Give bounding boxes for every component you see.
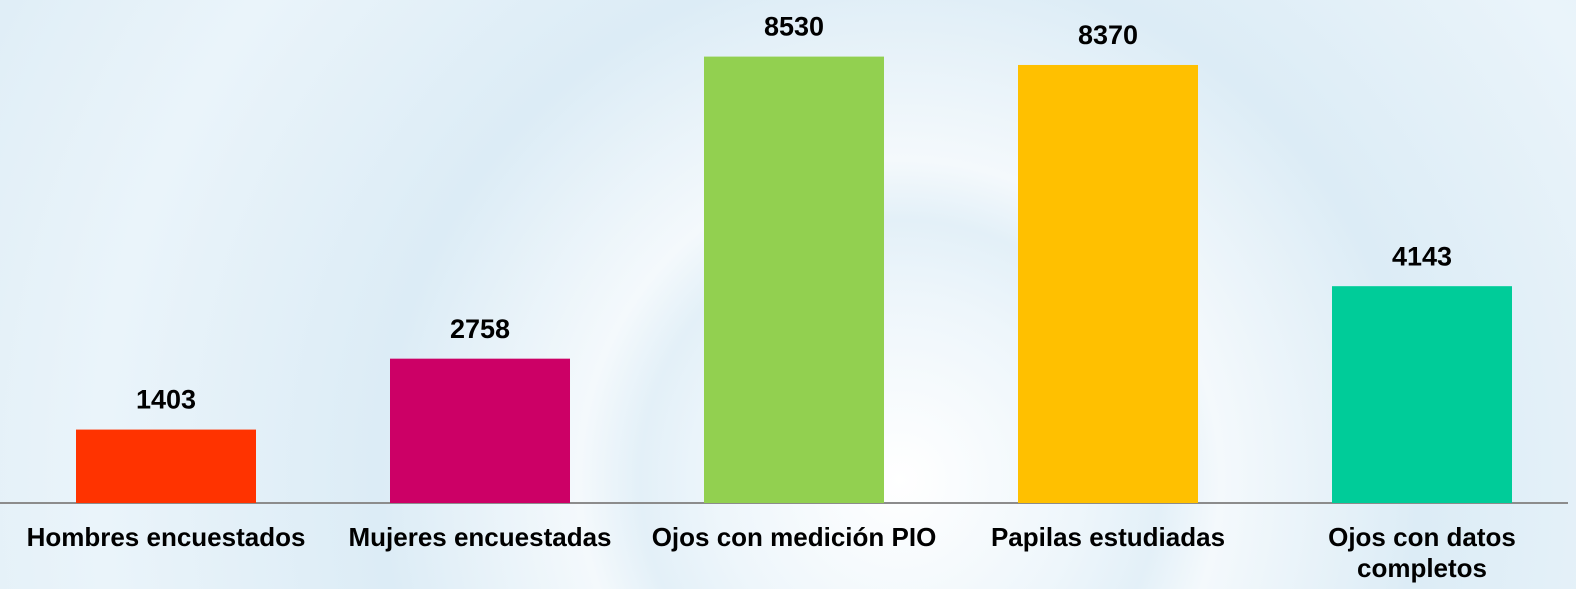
value-label: 1403 bbox=[136, 385, 196, 415]
value-label: 4143 bbox=[1392, 241, 1452, 271]
x-tick-label: Ojos con medición PIO bbox=[651, 522, 937, 552]
x-tick-label: Papilas estudiadas bbox=[990, 522, 1226, 552]
x-tick-label: Hombres encuestados bbox=[26, 522, 306, 552]
bar bbox=[1018, 64, 1198, 503]
value-label: 8530 bbox=[764, 12, 824, 42]
bar bbox=[704, 56, 884, 503]
value-label: 8370 bbox=[1078, 20, 1138, 50]
bar bbox=[76, 429, 256, 503]
bar bbox=[1332, 286, 1512, 503]
x-tick-label: Mujeres encuestadas bbox=[348, 522, 612, 552]
x-tick-label: Ojos con datos completos bbox=[1328, 522, 1516, 583]
bar bbox=[390, 358, 570, 503]
value-label: 2758 bbox=[450, 314, 510, 344]
